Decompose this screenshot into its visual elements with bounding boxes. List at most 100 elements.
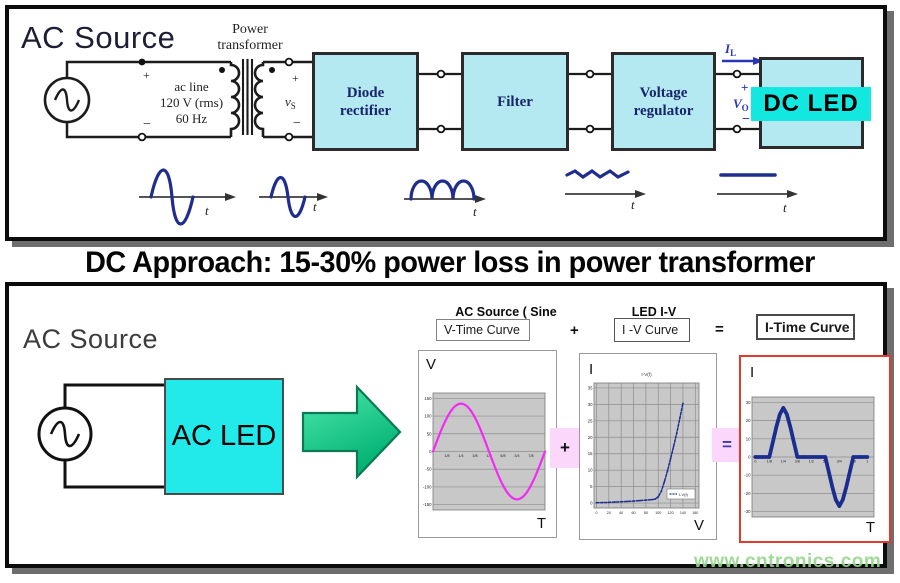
- waveform-row: t t t t t: [139, 168, 798, 226]
- x-axis-label: T: [865, 519, 875, 536]
- sine-glyph-icon: [53, 88, 81, 112]
- block-diode-rectifier: Diode rectifier: [312, 52, 419, 151]
- svg-text:15: 15: [588, 451, 593, 456]
- y-axis-label: V: [426, 356, 437, 373]
- ac-approach-panel: AC Source AC LED AC Source ( Sine Wave) …: [5, 282, 891, 568]
- svg-text:25: 25: [588, 418, 593, 423]
- led-iv-chart-panel: I V 0 5 10 15 20 25 30 35 0 20 40 60 80 100 120 140 160 I…: [579, 353, 717, 540]
- secondary-minus-label: −: [293, 116, 301, 131]
- equals-operator-box: =: [712, 428, 742, 462]
- svg-text:-100: -100: [423, 484, 432, 489]
- svg-text:5/8: 5/8: [500, 454, 505, 458]
- x-axis-label: V: [693, 517, 704, 534]
- terminal-circle: [284, 57, 294, 67]
- svg-text:30: 30: [746, 400, 751, 405]
- plus-operator-top: +: [570, 322, 579, 339]
- equals-operator-top: =: [715, 321, 724, 338]
- ac-wires: [63, 383, 164, 489]
- svg-text:0: 0: [754, 460, 756, 464]
- t-label: t: [205, 203, 209, 218]
- svg-text:1/8: 1/8: [767, 460, 772, 464]
- secondary-wires: [263, 60, 312, 139]
- power-transformer-label: Power transformer: [217, 22, 283, 54]
- svg-text:-150: -150: [423, 502, 432, 507]
- i-time-chart-panel: I T 30 20 10 0 -10 -20 -30 0 1/8 1/4 3/8 1/2 5/8 3/4 7…: [739, 355, 891, 543]
- green-block-arrow-icon: [301, 384, 402, 480]
- svg-text:80: 80: [644, 511, 648, 515]
- t-label: t: [631, 197, 635, 212]
- dc-led-label: DC LED: [751, 87, 871, 121]
- vo-minus-label: −: [742, 112, 750, 127]
- svg-text:140: 140: [680, 511, 686, 515]
- dc-approach-panel: AC Source + − + − vS: [5, 5, 887, 241]
- svg-text:1/2: 1/2: [809, 460, 814, 464]
- svg-text:40: 40: [619, 511, 623, 515]
- box-i-time-curve: I-Time Curve: [756, 314, 855, 340]
- caption-led-iv: LED I-V: [631, 305, 677, 319]
- svg-text:1/2: 1/2: [486, 454, 491, 458]
- svg-text:IL: IL: [724, 41, 736, 58]
- svg-text:10: 10: [588, 468, 593, 473]
- terminal-circles: [436, 69, 742, 134]
- interblock-wires: [419, 72, 759, 131]
- svg-text:20: 20: [588, 435, 593, 440]
- svg-text:-50: -50: [425, 467, 432, 472]
- t-label: t: [313, 199, 317, 214]
- svg-text:-30: -30: [744, 509, 751, 514]
- svg-text:-20: -20: [744, 491, 751, 496]
- block-filter: Filter: [461, 52, 569, 151]
- junction-dot: [138, 58, 146, 66]
- svg-text:50: 50: [427, 431, 432, 436]
- t-label: t: [783, 200, 787, 215]
- vo-plus-label: +: [741, 80, 748, 95]
- primary-wires: [65, 60, 231, 139]
- top-panel-title: AC Source: [21, 20, 176, 55]
- ripple-wave-icon: [565, 169, 630, 179]
- bottom-panel-title: AC Source: [23, 324, 159, 354]
- box-i-v-curve: I -V Curve: [614, 318, 690, 342]
- ac-circuit-drawing: [37, 383, 164, 489]
- block-ac-led: AC LED: [164, 378, 284, 495]
- svg-text:3/8: 3/8: [795, 460, 800, 464]
- secondary-plus-label: +: [292, 71, 299, 85]
- svg-text:10: 10: [746, 436, 751, 441]
- t-label: t: [473, 204, 477, 219]
- ac-source-symbol: [43, 76, 91, 124]
- v-time-chart: 150 100 50 0 -50 -100 -150 1/8 1/4 3/8 1/2 5/8 3/4 7/…: [423, 392, 547, 511]
- svg-text:120: 120: [668, 511, 674, 515]
- terminal-circle: [137, 132, 147, 142]
- x-axis-label: T: [536, 515, 546, 532]
- dc-circuit-drawing: + − + − vS IL: [43, 41, 798, 226]
- svg-text:I-V(f): I-V(f): [679, 492, 689, 497]
- svg-text:0: 0: [748, 455, 751, 460]
- primary-plus-label: +: [143, 68, 150, 82]
- primary-minus-label: −: [143, 117, 151, 132]
- rectified-wave-icon: [409, 179, 476, 201]
- vs-label: vS: [285, 94, 296, 111]
- svg-text:I-V(f): I-V(f): [641, 372, 652, 377]
- svg-text:1/8: 1/8: [444, 454, 449, 458]
- waveform-traces: [149, 168, 777, 226]
- svg-text:0: 0: [590, 501, 593, 506]
- box-v-time-curve: V-Time Curve: [436, 319, 530, 341]
- svg-text:7/8: 7/8: [528, 454, 533, 458]
- svg-text:100: 100: [655, 511, 661, 515]
- svg-text:1/4: 1/4: [781, 460, 786, 464]
- terminal-circle: [284, 132, 294, 142]
- plus-operator-box: +: [550, 428, 580, 468]
- svg-text:60: 60: [631, 511, 635, 515]
- svg-text:3/4: 3/4: [514, 454, 519, 458]
- svg-text:5: 5: [590, 484, 593, 489]
- v-time-chart-panel: V T 150 100 50 0 -50 -100 -150 1/8 1/4 3/8 1/2 5/8 3…: [418, 350, 557, 538]
- block-voltage-regulator: Voltage regulator: [611, 52, 716, 151]
- led-iv-chart: 0 5 10 15 20 25 30 35 0 20 40 60 80 100 120 140 160 I-V(f…: [588, 372, 700, 515]
- output-labels: IL + VO −: [722, 41, 764, 127]
- y-axis-label: I: [750, 364, 755, 381]
- svg-text:30: 30: [588, 402, 593, 407]
- svg-text:20: 20: [746, 418, 751, 423]
- axis-arrowheads: [225, 190, 798, 203]
- svg-text:3/4: 3/4: [837, 460, 842, 464]
- svg-text:1/4: 1/4: [458, 454, 463, 458]
- svg-text:150: 150: [424, 396, 432, 401]
